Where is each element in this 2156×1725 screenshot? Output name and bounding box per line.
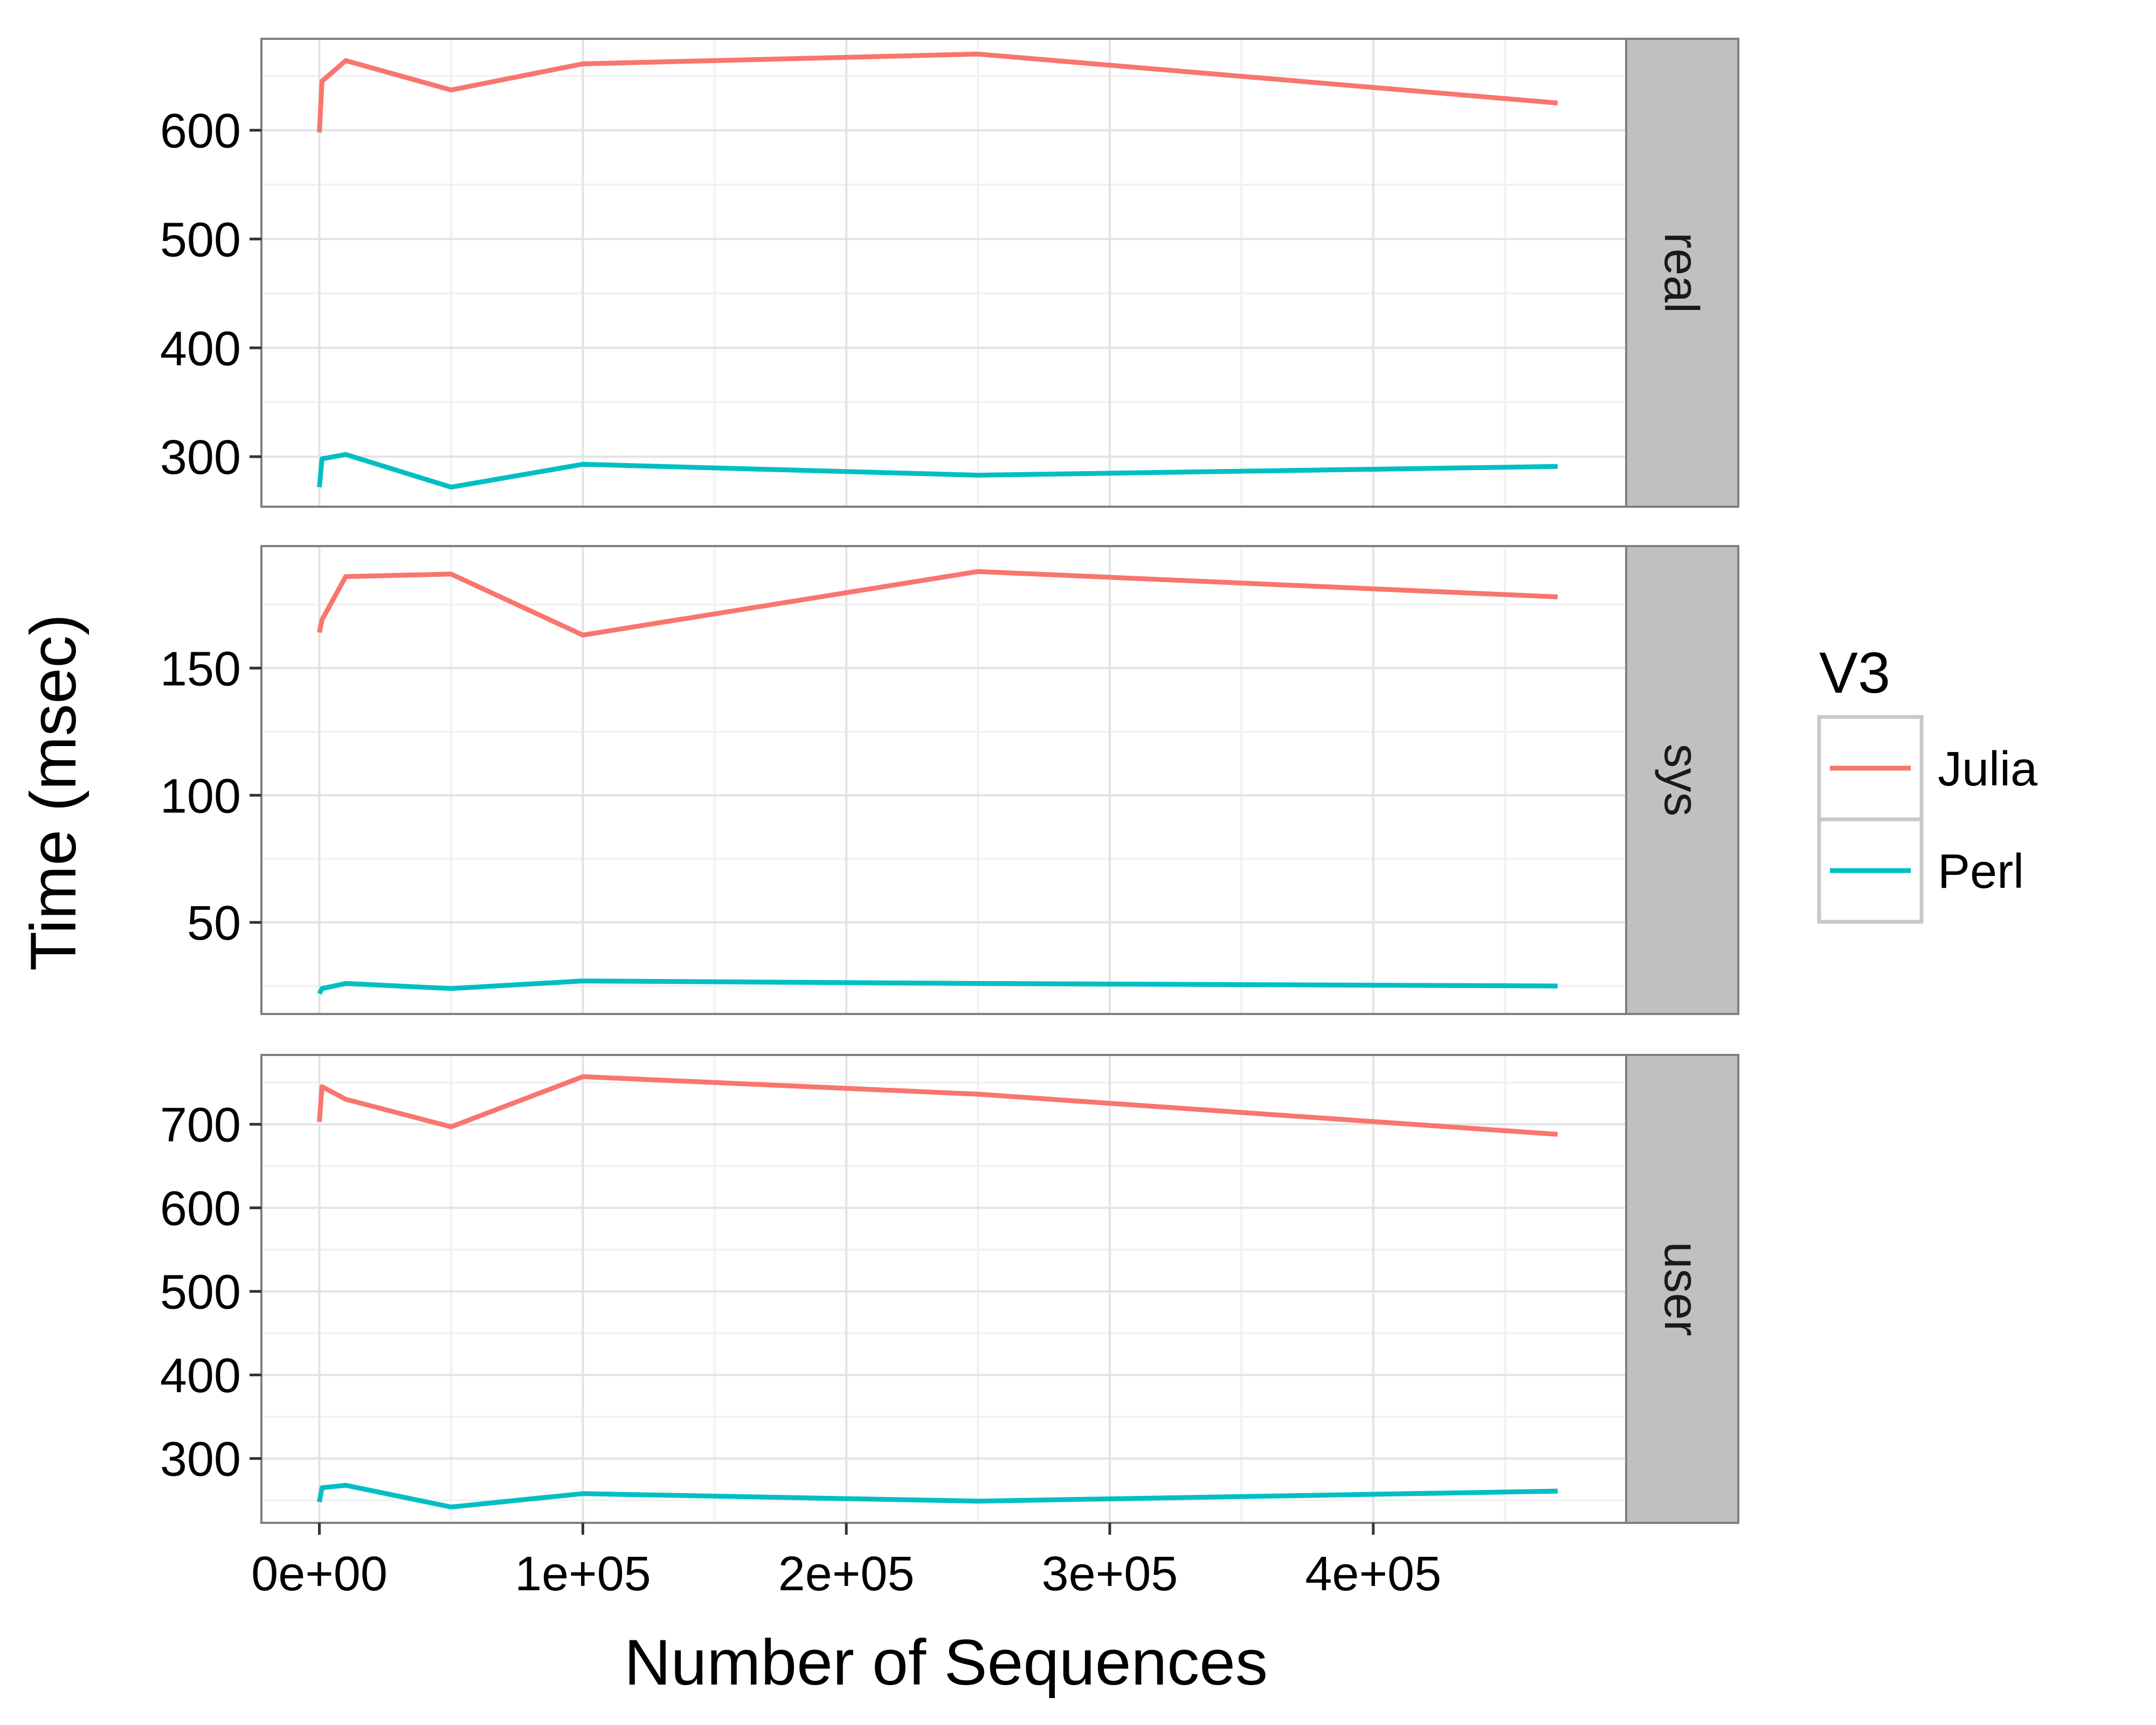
y-axis-title: Time (msec) [17, 614, 89, 971]
y-tick-label: 150 [160, 642, 241, 696]
y-tick-label: 700 [160, 1099, 241, 1153]
series-line-julia [317, 569, 1558, 638]
x-tick-label: 4e+05 [1305, 1547, 1441, 1601]
y-tick-label: 600 [160, 1182, 241, 1236]
strip-label-sys: sys [1654, 744, 1708, 817]
panel-background [261, 39, 1626, 507]
x-axis: 0e+00 1e+05 2e+05 3e+05 4e+05 [251, 1523, 1441, 1601]
x-tick-label: 2e+05 [778, 1547, 915, 1601]
legend-label-julia: Julia [1938, 742, 2038, 796]
series-line-perl [317, 978, 1558, 995]
panel-background [261, 1055, 1626, 1523]
y-tick-label: 50 [187, 896, 241, 950]
x-tick-label: 3e+05 [1042, 1547, 1178, 1601]
y-tick-label: 100 [160, 769, 241, 823]
legend-label-perl: Perl [1938, 845, 2024, 899]
x-tick-label: 1e+05 [515, 1547, 651, 1601]
strip-background [1625, 38, 1739, 508]
strip-label-real: real [1654, 232, 1708, 313]
x-tick-label: 0e+00 [251, 1547, 388, 1601]
legend-title: V3 [1819, 640, 1890, 705]
strip-background [1625, 1054, 1739, 1524]
legend-entries: Julia Perl [1817, 715, 2038, 924]
facet-panel-sys: 50 100 150 sys [160, 545, 1739, 1015]
facet-panels: 300 400 500 600 real 50 100 150 sys 300 400 500 600 7… [160, 38, 1739, 1524]
y-tick-label: 500 [160, 1266, 241, 1320]
y-tick-label: 300 [160, 1433, 241, 1487]
strip-label-user: user [1654, 1241, 1708, 1336]
y-tick-label: 600 [160, 105, 241, 158]
x-axis-title: Number of Sequences [624, 1626, 1268, 1699]
facet-panel-user: 300 400 500 600 700 user [160, 1054, 1739, 1524]
series-line-julia [317, 1074, 1558, 1137]
facet-panel-real: 300 400 500 600 real [160, 38, 1739, 508]
strip-background [1625, 545, 1739, 1015]
series-line-perl [317, 452, 1558, 490]
panel-background [261, 546, 1626, 1014]
y-tick-label: 400 [160, 322, 241, 376]
y-tick-label: 500 [160, 213, 241, 267]
y-tick-label: 300 [160, 431, 241, 485]
legend: V3 Julia Perl [1817, 640, 2038, 924]
series-line-julia [317, 51, 1558, 133]
series-line-perl [317, 1482, 1558, 1510]
y-tick-label: 400 [160, 1349, 241, 1403]
